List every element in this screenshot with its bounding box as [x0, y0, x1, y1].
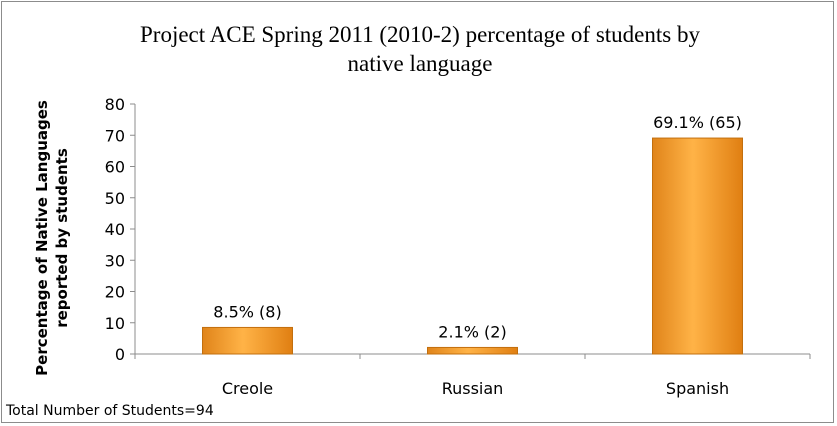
x-tick-label-russian: Russian: [442, 379, 504, 398]
y-tick-label: 40: [105, 220, 125, 239]
y-tick-label: 20: [105, 283, 125, 302]
data-labels: 8.5% (8) Creole 2.1% (2) Russian 69.1% (65) S…: [213, 113, 742, 398]
y-tick-label: 10: [105, 314, 125, 333]
data-label-russian: 2.1% (2): [438, 322, 506, 341]
y-tick-label: 30: [105, 251, 125, 270]
bars: [202, 137, 743, 355]
x-tick-label-spanish: Spanish: [666, 379, 729, 398]
y-tick-label: 80: [105, 95, 125, 114]
data-label-spanish: 69.1% (65): [653, 113, 742, 132]
y-tick-label: 60: [105, 158, 125, 177]
bar-spanish: [652, 137, 743, 355]
chart-title: Project ACE Spring 2011 (2010-2) percent…: [140, 22, 700, 76]
y-tick-label: 70: [105, 126, 125, 145]
x-tick-label-creole: Creole: [222, 379, 273, 398]
bar-russian: [427, 346, 518, 355]
footnote: Total Number of Students=94: [6, 403, 214, 419]
data-label-creole: 8.5% (8): [213, 302, 281, 321]
y-tick-label: 0: [115, 345, 125, 364]
bar-creole: [202, 326, 293, 355]
y-tick-label: 50: [105, 189, 125, 208]
